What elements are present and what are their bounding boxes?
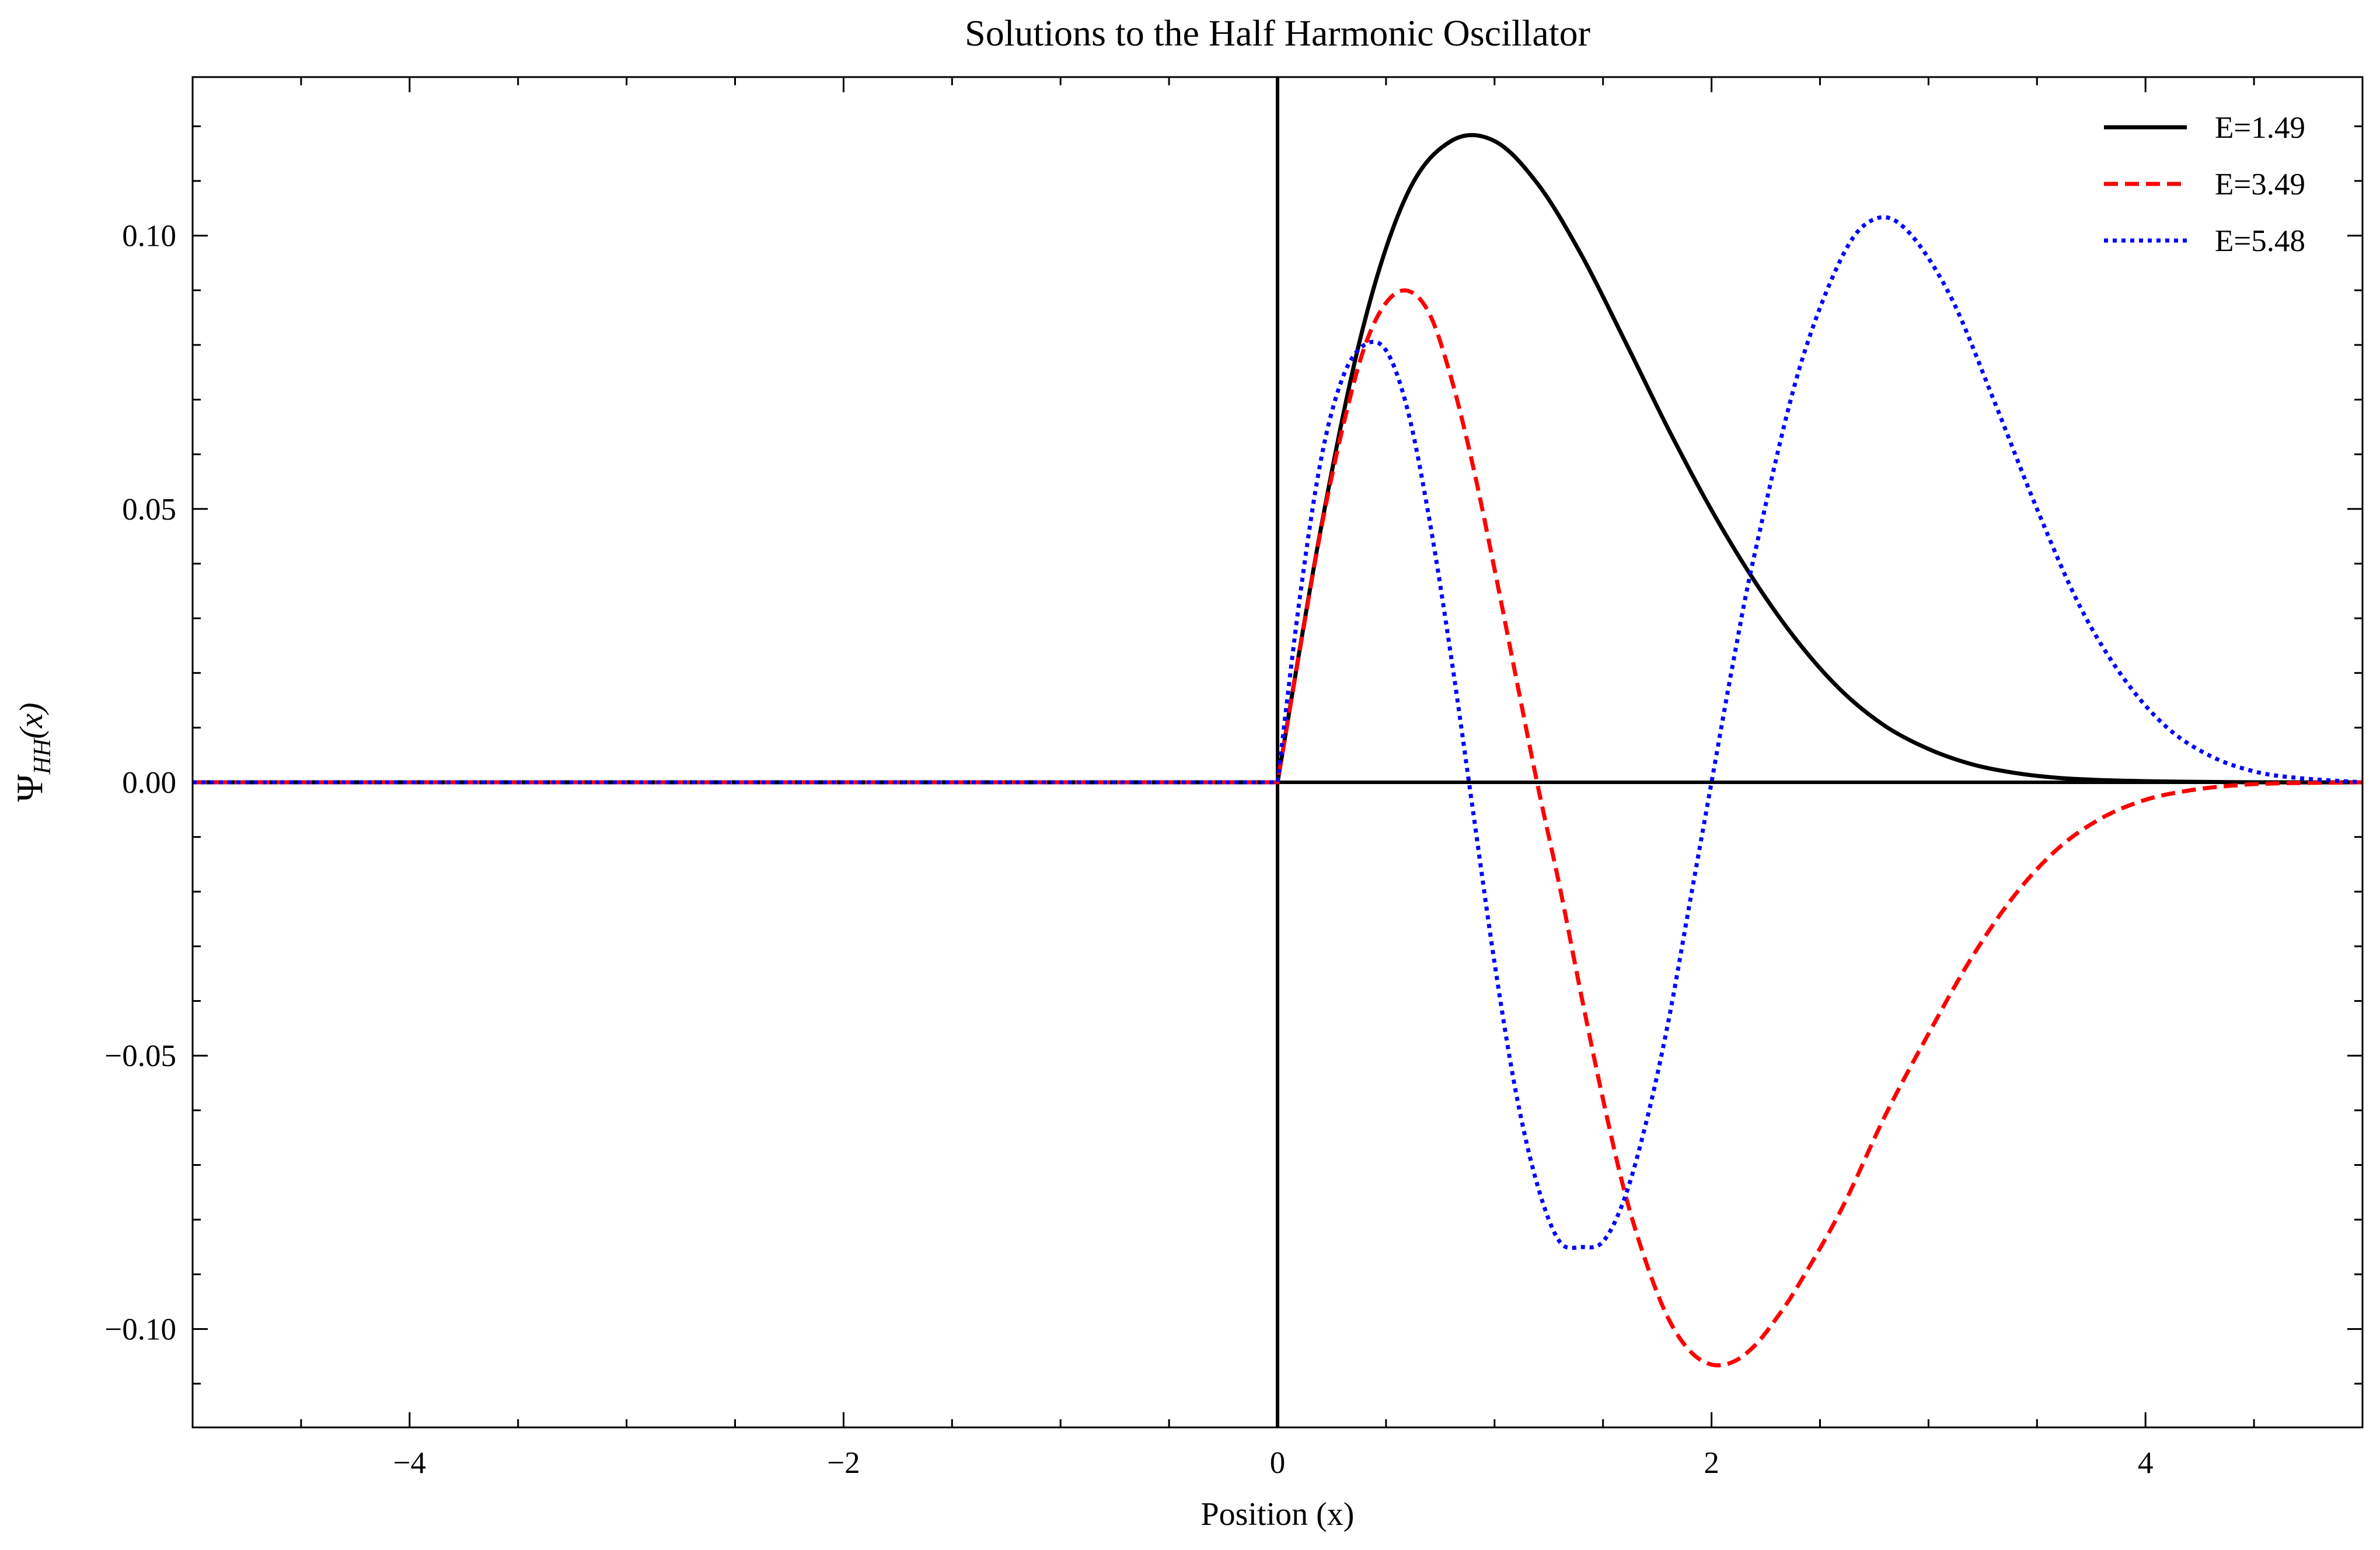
reference-lines [193,77,2362,1427]
x-tick-label: −2 [827,1446,860,1480]
x-tick-label: 2 [1704,1446,1719,1480]
x-tick-labels: −4 −2 0 2 4 [393,1446,2154,1480]
y-tick-label: −0.10 [104,1312,176,1346]
y-axis-label-argument: (x) [13,702,50,739]
y-tick-label: 0.00 [122,766,176,800]
chart-title: Solutions to the Half Harmonic Oscillato… [965,12,1590,54]
y-tick-labels: −0.10 −0.05 0.00 0.05 0.10 [104,220,176,1347]
x-tick-label: 0 [1270,1446,1286,1480]
series-line-2 [193,288,2363,1368]
y-axis-label-symbol: Ψ [9,774,50,802]
series-line-3 [193,215,2363,1251]
y-axis-label-subscript: HH [29,737,56,775]
x-tick-label: 4 [2138,1446,2154,1480]
y-axis-label: ΨHH(x) [9,702,56,802]
series-lines [193,133,2363,1368]
legend-label-2: E=3.49 [2215,168,2305,201]
y-tick-label: −0.05 [104,1039,176,1073]
x-axis-label: Position (x) [1201,1496,1355,1532]
x-tick-label: −4 [393,1446,426,1480]
y-tick-label: 0.10 [122,220,176,253]
plot-frame [191,76,2364,1429]
y-tick-label: 0.05 [122,493,176,527]
legend-label-1: E=1.49 [2215,111,2305,145]
legend-label-3: E=5.48 [2215,224,2305,258]
series-line-1 [193,133,2363,785]
legend: E=1.49 E=3.49 E=5.48 [2104,111,2305,258]
